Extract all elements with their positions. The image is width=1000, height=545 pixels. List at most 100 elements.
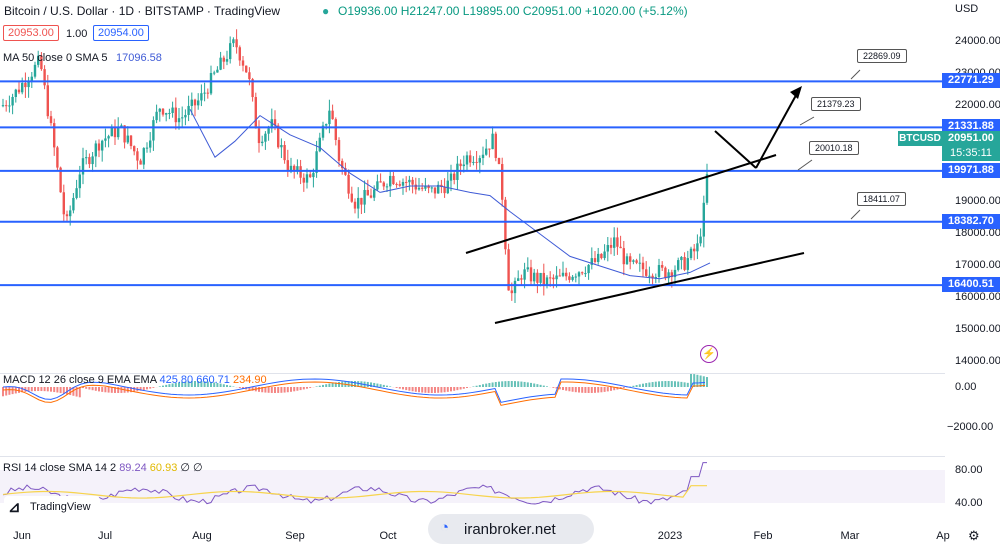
candle-51	[165, 112, 168, 122]
candle-118	[379, 173, 382, 183]
macd-bar-148	[475, 385, 478, 387]
candle-0	[1, 98, 5, 108]
macd-bar-15	[50, 387, 52, 392]
tradingview-brand[interactable]: ⊿ TradingView	[4, 496, 100, 518]
macd-bar-31	[101, 387, 104, 392]
candle-6	[21, 77, 24, 95]
rsi-axis-80: 80.00	[955, 464, 983, 476]
candle-1	[5, 100, 8, 112]
candle-142	[456, 155, 459, 190]
macd-bar-78	[251, 387, 254, 391]
macd-bar-200	[642, 383, 644, 387]
candle-23	[75, 179, 78, 200]
macd-bar-144	[462, 387, 465, 389]
time-tick-4: Oct	[379, 530, 397, 542]
candle-59	[190, 92, 193, 116]
callout-leader-3	[850, 209, 861, 220]
settings-gear-icon[interactable]: ⚙	[968, 528, 980, 543]
macd-bar-140	[450, 387, 452, 392]
macd-separator	[0, 373, 945, 374]
candle-160	[513, 277, 517, 304]
candle-199	[638, 253, 641, 272]
callout-18411[interactable]: 18411.07	[857, 192, 906, 206]
candle-94	[302, 173, 305, 192]
candle-104	[334, 117, 337, 146]
candle-132	[424, 177, 427, 191]
time-tick-5: 2023	[657, 530, 683, 542]
candle-180	[577, 271, 581, 285]
candle-38	[123, 125, 126, 149]
macd-bar-121	[389, 386, 392, 387]
macd-bar-27	[88, 387, 91, 390]
watermark-text: iranbroker.net	[464, 521, 556, 538]
candle-33	[107, 134, 110, 148]
candle-166	[533, 268, 536, 286]
candle-82	[264, 131, 267, 150]
macd-bar-124	[398, 387, 401, 389]
macd-bar-194	[622, 387, 625, 389]
macd-bar-135	[434, 387, 436, 393]
callout-20010[interactable]: 20010.18	[809, 141, 859, 155]
bid-price-box[interactable]: 20953.00	[3, 25, 59, 41]
macd-bar-11	[37, 387, 40, 392]
macd-bar-168	[539, 384, 542, 387]
symbol-tag: BTCUSD	[898, 131, 942, 146]
signal-line	[2, 381, 706, 406]
candle-108	[347, 169, 350, 199]
candle-144	[462, 155, 465, 173]
macd-bar-56	[181, 381, 184, 387]
candle-173	[555, 266, 558, 288]
candle-60	[193, 98, 197, 117]
macd-bar-153	[491, 382, 494, 387]
macd-bar-37	[120, 387, 123, 393]
candle-148	[475, 151, 478, 170]
macd-bar-167	[536, 384, 539, 387]
macd-bar-181	[581, 387, 584, 393]
candle-110	[353, 198, 357, 214]
macd-bar-89	[286, 387, 289, 393]
callout-21379[interactable]: 21379.23	[811, 97, 861, 111]
macd-bar-14	[46, 387, 49, 392]
currency-label[interactable]: USD	[955, 3, 979, 15]
callout-22869[interactable]: 22869.09	[857, 49, 907, 63]
ask-price-box[interactable]: 20954.00	[93, 25, 149, 41]
candle-154	[494, 131, 497, 162]
macd-bar-110	[354, 381, 356, 387]
macd-bar-213	[683, 382, 686, 387]
candle-150	[481, 146, 485, 166]
candle-58	[187, 95, 190, 122]
projection-leg-2	[755, 87, 801, 169]
macd-bar-212	[680, 381, 683, 387]
channel-upper-line	[465, 154, 777, 254]
candle-55	[177, 108, 181, 130]
macd-bar-188	[603, 387, 606, 392]
candle-216	[693, 244, 696, 261]
candle-7	[24, 72, 27, 98]
macd-bar-205	[658, 381, 660, 387]
macd-bar-203	[651, 382, 654, 387]
candle-77	[248, 67, 251, 86]
candle-115	[369, 188, 373, 199]
macd-bar-68	[219, 383, 222, 387]
candle-124	[398, 180, 401, 187]
candle-64	[206, 88, 209, 99]
macd-bar-119	[382, 384, 385, 387]
macd-bar-215	[690, 373, 692, 387]
candle-17	[56, 145, 59, 171]
macd-bar-19	[62, 387, 65, 394]
macd-bar-87	[280, 387, 283, 393]
flash-icon[interactable]: ⚡	[700, 345, 718, 363]
macd-bar-126	[405, 387, 408, 391]
candle-series	[1, 29, 709, 304]
macd-bar-206	[661, 381, 664, 387]
candle-93	[299, 159, 302, 185]
level-label-4: 16400.51	[942, 277, 1000, 293]
countdown-label: 15:35:11	[942, 146, 1000, 161]
candle-5	[17, 82, 21, 95]
candle-116	[373, 185, 376, 202]
candle-76	[245, 65, 248, 73]
macd-bar-156	[501, 381, 504, 387]
macd-bar-137	[440, 387, 443, 393]
macd-bar-134	[430, 387, 433, 393]
